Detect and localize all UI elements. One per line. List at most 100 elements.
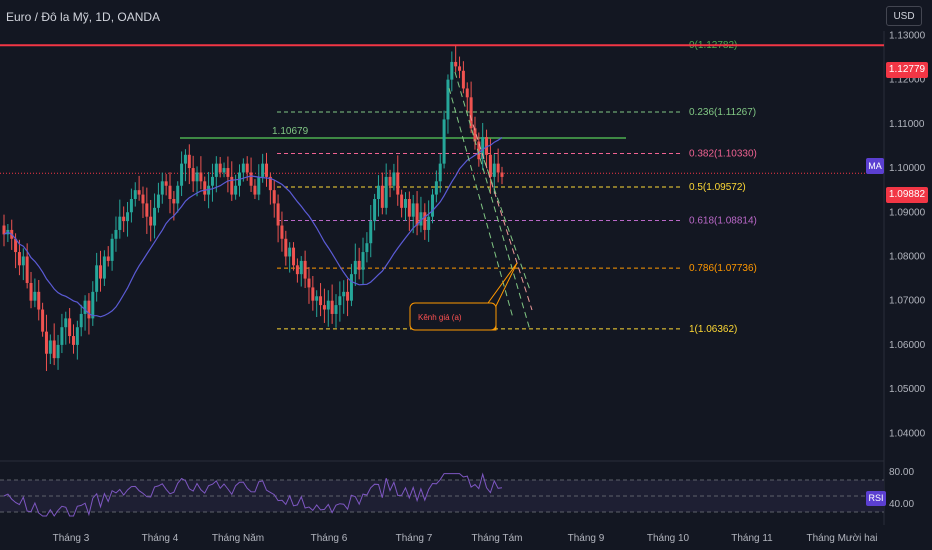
candle-body [292,247,296,266]
y-tick-label: 1.04000 [889,428,926,439]
candle-body [361,252,365,270]
resistance-price-tag: 1.12779 [886,62,928,78]
candle-body [25,256,29,283]
candle-body [276,203,280,226]
moving-average-line [3,137,503,318]
candle-body [44,331,48,354]
fib-level-label: 0.618(1.08814) [689,215,757,226]
y-tick-label: 1.07000 [889,296,926,307]
currency-button[interactable]: USD [886,6,922,26]
candle-body [458,66,462,71]
x-tick-label: Tháng Năm [212,533,264,544]
annotation-text: Kênh giá (a) [418,313,462,322]
candle-body [195,172,199,182]
x-tick-label: Tháng 9 [568,533,605,544]
x-tick-label: Tháng Mười hai [806,533,877,544]
candle-body [349,274,353,301]
candle-body [376,185,380,199]
candle-body [473,128,477,142]
candle-body [99,265,103,279]
candle-body [492,163,496,177]
ma-indicator-badge[interactable]: MA [866,158,884,174]
candle-body [438,163,442,182]
candle-body [303,260,307,279]
candle-body [485,137,489,155]
candle-body [322,305,326,310]
candle-body [207,185,211,195]
candle-body [427,216,431,230]
candle-body [423,212,427,230]
y-tick-label: 1.09000 [889,207,926,218]
candle-body [380,185,384,208]
rsi-indicator-badge[interactable]: RSI [866,491,886,506]
candle-body [496,163,500,173]
candle-body [95,265,99,292]
rsi-line [3,472,503,517]
candle-body [145,203,149,217]
candle-body [226,168,230,177]
candle-body [396,172,400,195]
candle-body [241,163,245,173]
candle-body [384,176,388,208]
candle-body [500,172,504,177]
candle-body [168,185,172,199]
candle-body [118,216,122,230]
candle-body [141,194,145,204]
candle-body [431,194,435,217]
candle-body [295,265,299,275]
candle-body [37,291,41,310]
candle-body [334,305,338,314]
fib-level-label: 0.5(1.09572) [689,182,746,193]
fib-level-label: 0.382(1.10330) [689,148,757,159]
fib-level-label: 1(1.06362) [689,324,737,335]
y-tick-label: 1.13000 [889,30,926,41]
candle-body [68,318,72,337]
y-tick-label: 1.12000 [889,75,926,86]
candle-body [469,97,473,129]
candle-body [268,176,272,191]
annotation-box [409,302,497,331]
candle-body [164,181,168,186]
x-tick-label: Tháng Tám [472,533,523,544]
candle-body [392,172,396,186]
candle-body [261,163,265,177]
candle-body [64,318,68,328]
candle-body [176,185,180,204]
candle-body [450,61,454,80]
candle-body [199,172,203,182]
candle-body [234,185,238,195]
x-tick-label: Tháng 10 [647,533,690,544]
candle-body [400,194,404,208]
candle-body [257,176,261,195]
candle-body [29,283,33,301]
candle-body [284,238,288,257]
candle-body [218,163,222,173]
candle-body [461,70,465,89]
candle-body [41,309,45,332]
candle-body [87,300,91,319]
candle-body [365,243,369,253]
candle-body [319,296,323,306]
y-tick-label: 1.06000 [889,340,926,351]
candle-body [315,296,319,301]
candle-body [83,300,87,314]
symbol-title[interactable]: Euro / Đô la Mỹ, 1D, OANDA [6,10,161,24]
x-tick-label: Tháng 11 [731,533,773,544]
candle-body [156,194,160,208]
candle-body [126,212,130,222]
candle-body [330,300,334,314]
candle-body [346,291,350,301]
candle-body [342,291,346,297]
candle-body [33,291,37,301]
channel-lower-line [469,114,533,311]
candle-body [52,340,56,359]
candle-body [338,296,342,306]
y-tick-label: 1.08000 [889,251,926,262]
candle-body [180,163,184,186]
rsi-tick-label: 80.00 [889,467,914,478]
candle-body [477,141,481,160]
fib-level-label: 0.236(1.11267) [689,107,756,118]
